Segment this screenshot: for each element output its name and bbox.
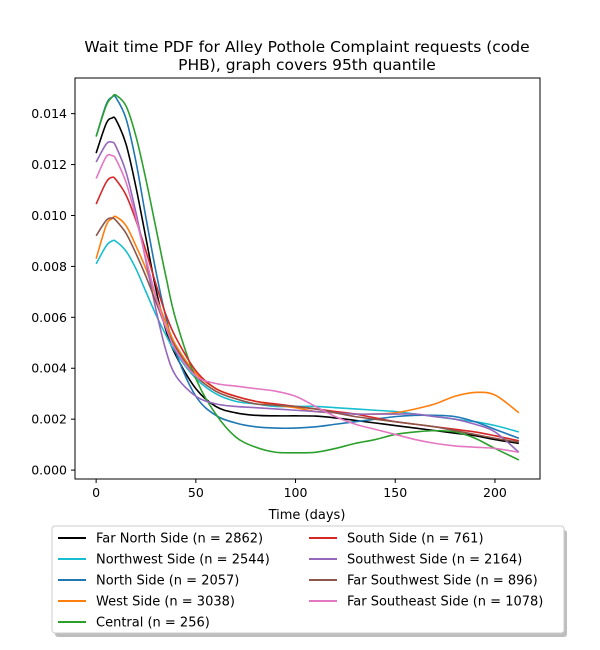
y-tick-label-3: 0.006: [31, 310, 67, 325]
legend-label-0: Far North Side (n = 2862): [96, 532, 263, 547]
legend-label-5: South Side (n = 761): [347, 532, 484, 547]
y-tick-label-7: 0.014: [31, 106, 67, 121]
x-tick-label-3: 150: [383, 485, 407, 500]
x-tick-label-2: 100: [284, 485, 308, 500]
chart-title-line-2: PHB), graph covers 95th quantile: [178, 56, 436, 74]
x-tick-label-4: 200: [483, 485, 507, 500]
series-line-6: [95, 140, 520, 453]
legend-label-8: Far Southeast Side (n = 1078): [347, 595, 543, 610]
legend-label-6: Southwest Side (n = 2164): [347, 553, 522, 568]
legend-label-3: West Side (n = 3038): [96, 595, 235, 610]
chart-title-line-1: Wait time PDF for Alley Pothole Complain…: [84, 38, 529, 56]
y-tick-label-5: 0.010: [31, 208, 67, 223]
plot-area-frame: [74, 77, 541, 480]
series-line-2: [95, 94, 520, 440]
legend-entries: Far North Side (n = 2862) Northwest Side …: [58, 532, 543, 631]
legend-label-2: North Side (n = 2057): [96, 574, 239, 589]
series-line-1: [95, 239, 520, 433]
x-axis-label: Time (days): [268, 508, 346, 523]
legend: Far North Side (n = 2862) Northwest Side …: [51, 525, 567, 637]
series-line-4: [95, 93, 520, 461]
legend-frame: [51, 525, 565, 634]
legend-label-1: Northwest Side (n = 2544): [96, 553, 270, 568]
x-tick-label-0: 0: [92, 485, 100, 500]
y-tick-label-4: 0.008: [31, 259, 67, 274]
series-layer: [95, 93, 520, 461]
series-line-7: [95, 217, 519, 443]
x-axis: 0 50 100 150 200: [92, 479, 507, 500]
y-tick-label-6: 0.012: [31, 157, 67, 172]
y-tick-label-2: 0.004: [31, 361, 67, 376]
series-line-0: [95, 116, 519, 445]
series-line-8: [95, 153, 519, 454]
y-tick-label-1: 0.002: [31, 412, 67, 427]
y-tick-label-0: 0.000: [31, 463, 67, 478]
x-tick-label-1: 50: [188, 485, 204, 500]
legend-label-4: Central (n = 256): [96, 616, 210, 631]
y-axis: 0.000 0.002 0.004 0.006 0.008 0.010 0.012 0.014: [31, 106, 75, 478]
legend-label-7: Far Southwest Side (n = 896): [347, 574, 538, 589]
